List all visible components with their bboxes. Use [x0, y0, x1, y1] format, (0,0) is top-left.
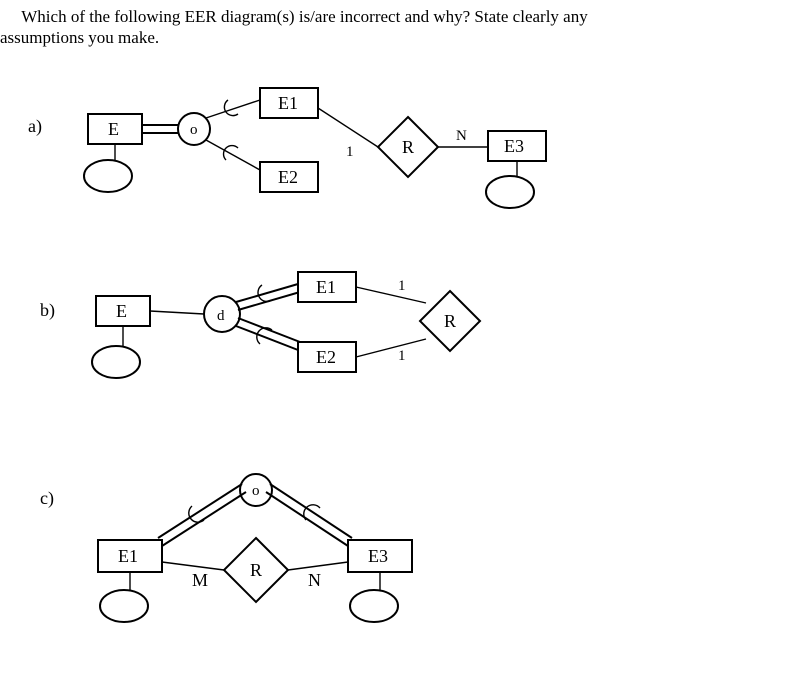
card-c-right: N — [308, 570, 321, 590]
spec-circle-c-label: o — [252, 483, 260, 499]
entity-E3-c-label: E3 — [368, 546, 388, 566]
rel-R-c-label: R — [250, 560, 262, 580]
entity-E1-c-label: E1 — [118, 546, 138, 566]
diagram-c: o E1 E3 M R N — [0, 0, 788, 677]
card-c-left: M — [192, 570, 208, 590]
page-canvas: { "question": { "line1": "\u00A0\u00A0\u… — [0, 0, 788, 677]
